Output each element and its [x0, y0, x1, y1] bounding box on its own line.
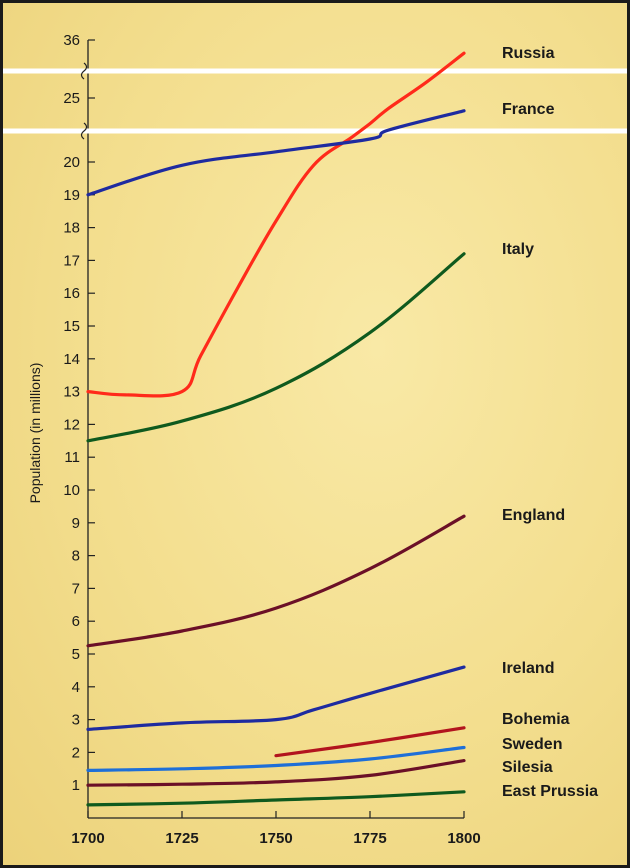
- series-line-sweden: [86, 745, 466, 772]
- series-label-ireland: Ireland: [502, 660, 554, 677]
- series-line-east-prussia: [86, 790, 466, 807]
- y-tick-label: 11: [64, 449, 80, 466]
- y-tick-label: 19: [63, 187, 80, 204]
- series-line-england: [86, 514, 466, 648]
- y-axis-title: Population (in millions): [27, 363, 43, 504]
- x-tick-label: 1800: [447, 830, 480, 847]
- series-label-bohemia: Bohemia: [502, 711, 570, 728]
- y-tick-label: 18: [63, 220, 80, 237]
- y-tick-label: 15: [63, 318, 80, 335]
- y-tick-label: 1: [72, 777, 80, 794]
- y-tick-label: 2: [72, 744, 80, 761]
- series-line-silesia: [86, 759, 466, 787]
- y-tick-label: 16: [63, 285, 80, 302]
- series-line-italy: [86, 252, 466, 443]
- y-tick-label: 10: [63, 482, 80, 499]
- y-tick-label: 12: [63, 416, 80, 433]
- population-line-chart: Population (in millions) 123456789101112…: [3, 32, 627, 847]
- series-line-bohemia: [274, 726, 466, 758]
- series-lines: [86, 51, 466, 807]
- series-label-italy: Italy: [502, 241, 534, 258]
- y-tick-label: 25: [63, 90, 80, 107]
- y-tick-label: 8: [72, 548, 80, 565]
- series-labels: Russia France Italy England Ireland Bohemia Sw…: [502, 45, 598, 800]
- series-label-sweden: Sweden: [502, 736, 562, 753]
- series-label-silesia: Silesia: [502, 759, 553, 776]
- y-tick-label: 7: [72, 580, 80, 597]
- x-tick-label: 1700: [71, 830, 104, 847]
- y-tick-label: 36: [63, 32, 80, 49]
- y-tick-label: 14: [63, 351, 80, 368]
- axis-break-mark: [80, 62, 88, 80]
- x-tick-label: 1725: [165, 830, 198, 847]
- series-line-ireland: [86, 665, 466, 731]
- series-line-france: [86, 109, 466, 197]
- y-tick-label: 6: [72, 613, 80, 630]
- y-tick-label: 4: [72, 679, 80, 696]
- y-tick-label: 9: [72, 515, 80, 532]
- y-tick-label: 5: [72, 646, 80, 663]
- series-line-russia: [86, 51, 466, 398]
- y-tick-label: 3: [72, 712, 80, 729]
- y-tick-label: 13: [63, 384, 80, 401]
- axis-break-band: [3, 128, 627, 134]
- y-tick-label: 17: [63, 252, 80, 269]
- axis-break-mark: [80, 122, 88, 140]
- series-label-france: France: [502, 101, 555, 118]
- series-label-england: England: [502, 507, 565, 524]
- axis-break-band: [3, 68, 627, 74]
- x-tick-label: 1775: [353, 830, 386, 847]
- y-tick-label: 20: [63, 154, 80, 171]
- series-label-east-prussia: East Prussia: [502, 783, 598, 800]
- x-tick-label: 1750: [259, 830, 292, 847]
- series-label-russia: Russia: [502, 45, 555, 62]
